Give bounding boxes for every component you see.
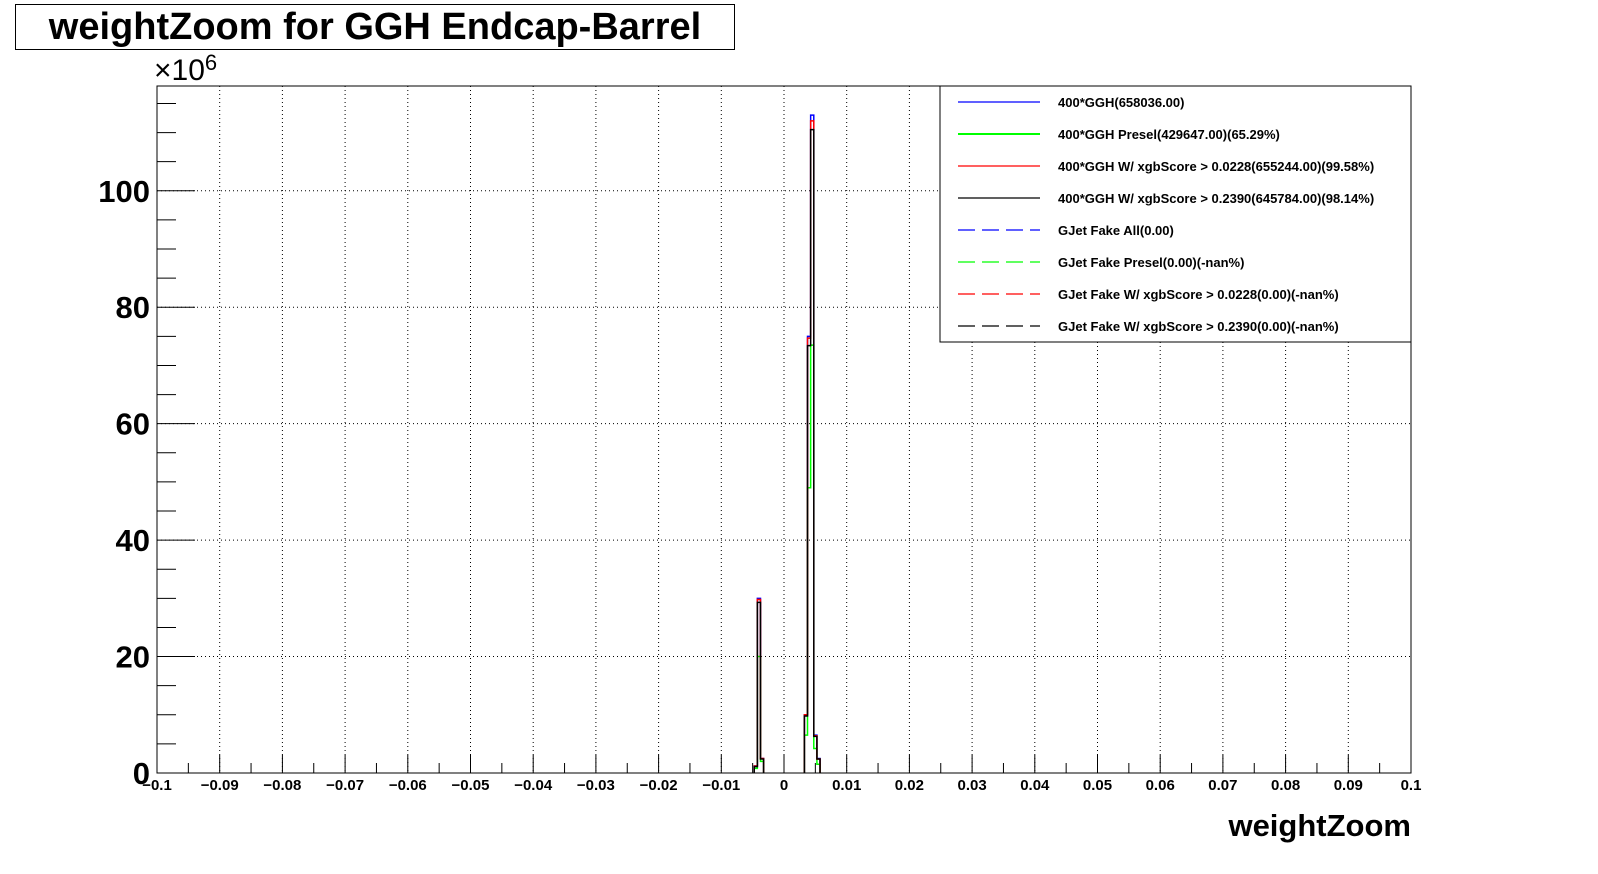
x-tick-label: 0.06	[1146, 777, 1175, 794]
y-tick-label: 40	[116, 523, 150, 558]
y-tick-label: 0	[133, 756, 150, 791]
x-tick-label: 0.03	[957, 777, 986, 794]
x-tick-label: 0.07	[1208, 777, 1237, 794]
x-tick-label: 0.04	[1020, 777, 1050, 794]
y-tick-label: 60	[116, 407, 150, 442]
x-tick-label: 0.1	[1401, 777, 1422, 794]
legend-label: GJet Fake W/ xgbScore > 0.0228(0.00)(-na…	[1058, 287, 1339, 302]
x-tick-label: 0.09	[1334, 777, 1363, 794]
x-tick-label: −0.07	[326, 777, 364, 794]
chart-title: weightZoom for GGH Endcap-Barrel	[48, 5, 702, 48]
x-axis-title: weightZoom	[1227, 808, 1411, 843]
x-tick-labels: −0.1 −0.09 −0.08 −0.07 −0.06 −0.05 −0.04 −0.03 −…	[142, 777, 1421, 794]
legend: 400*GGH(658036.00) 400*GGH Presel(429647.…	[939, 85, 1412, 343]
legend-label: GJet Fake W/ xgbScore > 0.2390(0.00)(-na…	[1058, 319, 1339, 334]
histogram-line-series-3	[753, 128, 821, 773]
x-tick-label: −0.03	[577, 777, 615, 794]
x-tick-label: 0	[780, 777, 788, 794]
x-tick-label: 0.05	[1083, 777, 1112, 794]
x-tick-label: −0.1	[142, 777, 172, 794]
y-tick-label: 100	[98, 174, 150, 209]
y-tick-label: 80	[116, 290, 150, 325]
x-tick-label: −0.08	[263, 777, 301, 794]
y-multiplier-base: ×10	[154, 54, 205, 87]
x-tick-label: 0.08	[1271, 777, 1300, 794]
y-tick-label: 20	[116, 640, 150, 675]
chart-title-box: weightZoom for GGH Endcap-Barrel	[15, 4, 735, 50]
histogram-line-series-1	[753, 344, 821, 773]
axis-ticks	[156, 102, 1412, 774]
x-tick-label: −0.02	[640, 777, 678, 794]
legend-label: 400*GGH W/ xgbScore > 0.0228(655244.00)(…	[1058, 159, 1374, 174]
x-tick-label: 0.02	[895, 777, 924, 794]
legend-label: 400*GGH(658036.00)	[1058, 95, 1184, 110]
x-tick-label: 0.01	[832, 777, 861, 794]
x-tick-label: −0.04	[514, 777, 553, 794]
y-tick-labels: 0 20 40 60 80 100	[98, 174, 150, 791]
legend-label: GJet Fake All(0.00)	[1058, 223, 1174, 238]
legend-label: GJet Fake Presel(0.00)(-nan%)	[1058, 255, 1244, 270]
y-multiplier-exponent: 6	[205, 50, 217, 75]
x-tick-label: −0.06	[389, 777, 427, 794]
x-tick-label: −0.09	[201, 777, 239, 794]
x-tick-label: −0.01	[702, 777, 740, 794]
legend-label: 400*GGH Presel(429647.00)(65.29%)	[1058, 127, 1280, 142]
y-multiplier-label: ×106	[154, 50, 217, 87]
legend-label: 400*GGH W/ xgbScore > 0.2390(645784.00)(…	[1058, 191, 1374, 206]
x-tick-label: −0.05	[452, 777, 490, 794]
histogram-series	[753, 114, 821, 773]
legend-box	[939, 85, 1412, 343]
